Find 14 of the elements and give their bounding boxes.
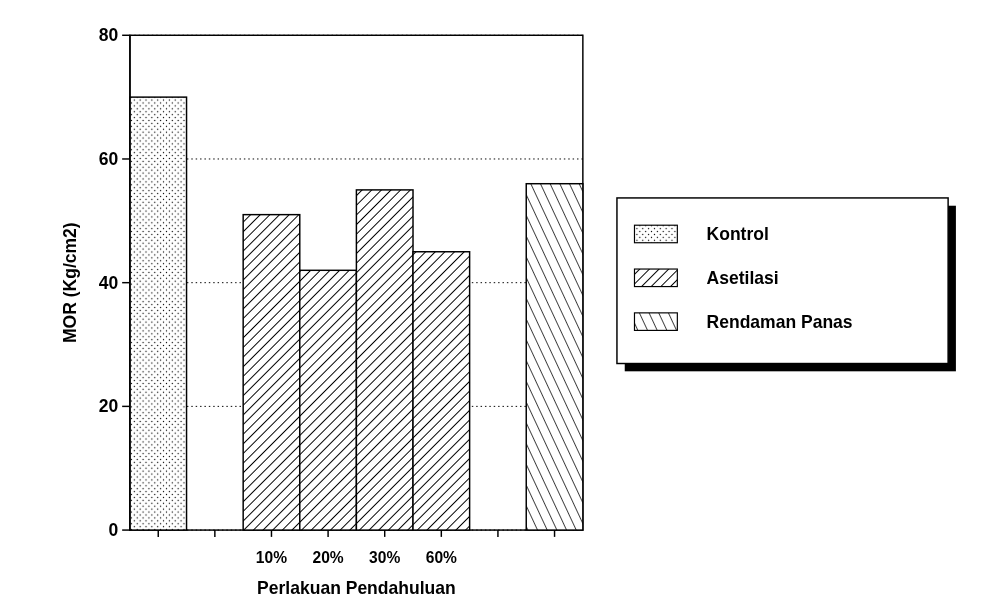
x-axis-title: Perlakuan Pendahuluan xyxy=(257,578,456,599)
x-tick-label: 20% xyxy=(312,549,344,567)
x-tick-label: 10% xyxy=(255,549,288,567)
y-tick-label: 40 xyxy=(98,272,119,293)
legend-label: Asetilasi xyxy=(706,267,779,288)
y-tick-label: 20 xyxy=(98,396,119,417)
legend-label: Rendaman Panas xyxy=(706,311,853,332)
legend-label: Kontrol xyxy=(706,224,769,245)
x-tick-label: 30% xyxy=(369,549,401,567)
y-axis-title: MOR (Kg/cm2) xyxy=(60,222,81,344)
y-tick-label: 0 xyxy=(108,520,119,541)
y-tick-label: 80 xyxy=(98,25,119,46)
y-tick-label: 60 xyxy=(98,149,119,170)
x-tick-label: 60% xyxy=(425,549,458,567)
